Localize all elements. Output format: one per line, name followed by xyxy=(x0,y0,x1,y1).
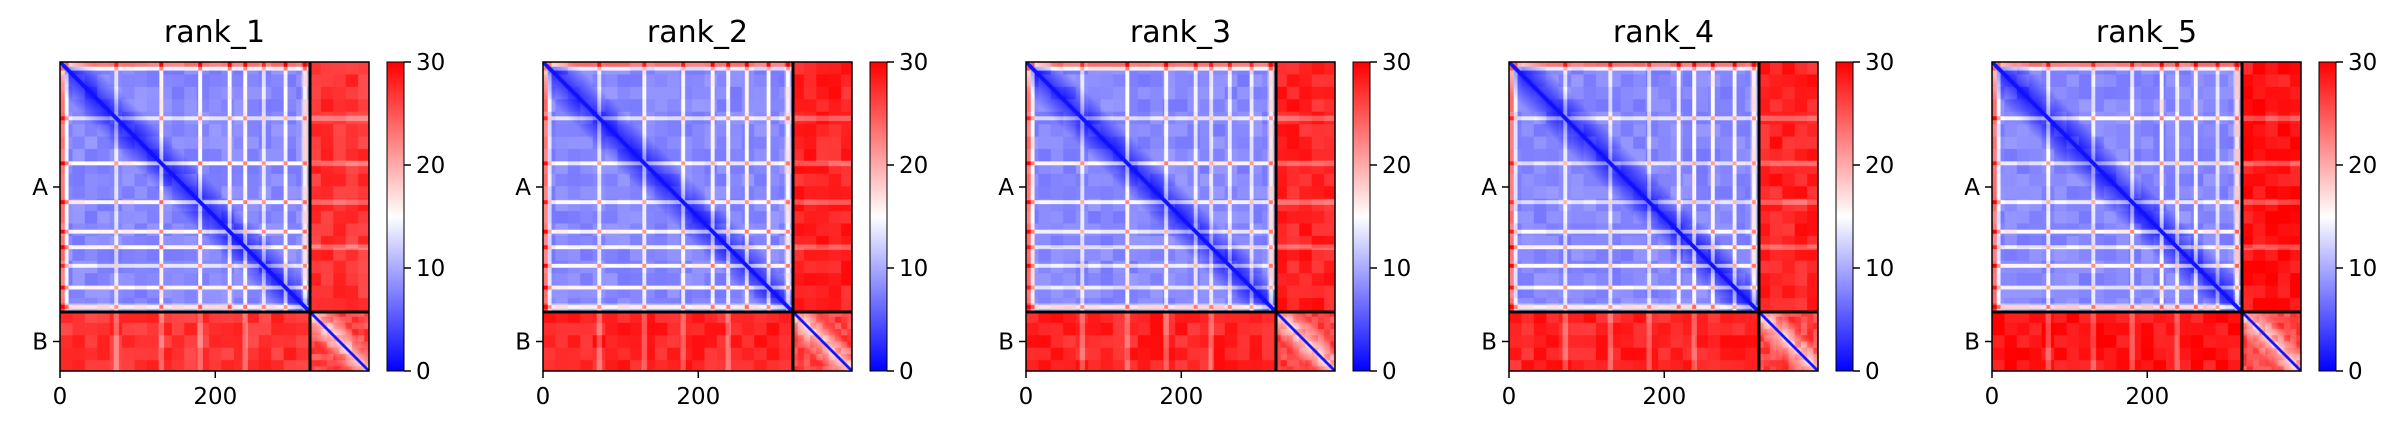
x-tick-label: 200 xyxy=(1159,384,1203,410)
panel-title: rank_5 xyxy=(2096,15,2197,50)
pae-heatmap xyxy=(1992,62,2301,371)
pae-heatmap xyxy=(1509,62,1818,371)
panel-title: rank_2 xyxy=(647,15,748,50)
x-tick-label: 200 xyxy=(676,384,720,410)
pae-panel: rank_3 0 200 A B 0 10 20 30 xyxy=(998,15,1411,410)
colorbar-tick-label: 20 xyxy=(416,153,445,179)
x-tick-label: 0 xyxy=(1502,384,1517,410)
colorbar-tick-label: 0 xyxy=(1382,359,1397,385)
colorbar xyxy=(2318,61,2337,372)
plot-frame xyxy=(59,61,370,372)
y-tick-label: A xyxy=(1481,175,1497,201)
colorbar-tick-label: 10 xyxy=(1382,256,1411,282)
colorbar-tick-label: 20 xyxy=(899,153,928,179)
panel-title: rank_1 xyxy=(164,15,265,50)
plot-frame xyxy=(1025,61,1336,372)
pae-heatmap xyxy=(1026,62,1335,371)
panel-title: rank_4 xyxy=(1613,15,1714,50)
y-tick-label: B xyxy=(32,329,48,355)
y-tick-label: A xyxy=(998,175,1014,201)
pae-heatmap xyxy=(543,62,852,371)
x-tick-label: 200 xyxy=(1642,384,1686,410)
y-tick-label: B xyxy=(515,329,531,355)
y-tick-label: A xyxy=(1964,175,1980,201)
colorbar-tick-label: 0 xyxy=(1865,359,1880,385)
x-tick-label: 0 xyxy=(1019,384,1034,410)
colorbar-tick-label: 30 xyxy=(1382,50,1411,76)
pae-panel: rank_2 0 200 A B 0 10 20 30 xyxy=(515,15,928,410)
colorbar-tick-label: 10 xyxy=(899,256,928,282)
colorbar-tick-label: 10 xyxy=(1865,256,1894,282)
colorbar-tick-label: 30 xyxy=(2348,50,2377,76)
pae-panel: rank_5 0 200 A B 0 10 20 30 xyxy=(1964,15,2377,410)
y-tick-label: B xyxy=(1964,329,1980,355)
colorbar-tick-label: 0 xyxy=(899,359,914,385)
colorbar-tick-label: 10 xyxy=(416,256,445,282)
colorbar xyxy=(869,61,888,372)
pae-panel: rank_1 0 200 A B 0 10 20 30 xyxy=(32,15,445,410)
pae-panel: rank_4 0 200 A B 0 10 20 30 xyxy=(1481,15,1894,410)
colorbar xyxy=(1835,61,1854,372)
x-tick-label: 200 xyxy=(2125,384,2169,410)
colorbar-tick-label: 0 xyxy=(2348,359,2363,385)
plot-frame xyxy=(1991,61,2302,372)
y-tick-label: B xyxy=(998,329,1014,355)
panel-title: rank_3 xyxy=(1130,15,1231,50)
y-tick-label: B xyxy=(1481,329,1497,355)
x-tick-label: 0 xyxy=(1985,384,2000,410)
colorbar xyxy=(1352,61,1371,372)
colorbar-tick-label: 10 xyxy=(2348,256,2377,282)
x-tick-label: 0 xyxy=(53,384,68,410)
pae-heatmap xyxy=(60,62,369,371)
x-tick-label: 200 xyxy=(193,384,237,410)
colorbar-tick-label: 20 xyxy=(1865,153,1894,179)
colorbar-tick-label: 30 xyxy=(1865,50,1894,76)
colorbar xyxy=(386,61,405,372)
colorbar-tick-label: 30 xyxy=(899,50,928,76)
colorbar-tick-label: 0 xyxy=(416,359,431,385)
plot-frame xyxy=(542,61,853,372)
colorbar-tick-label: 20 xyxy=(2348,153,2377,179)
colorbar-tick-label: 20 xyxy=(1382,153,1411,179)
y-tick-label: A xyxy=(515,175,531,201)
y-tick-label: A xyxy=(32,175,48,201)
plot-frame xyxy=(1508,61,1819,372)
colorbar-tick-label: 30 xyxy=(416,50,445,76)
x-tick-label: 0 xyxy=(536,384,551,410)
